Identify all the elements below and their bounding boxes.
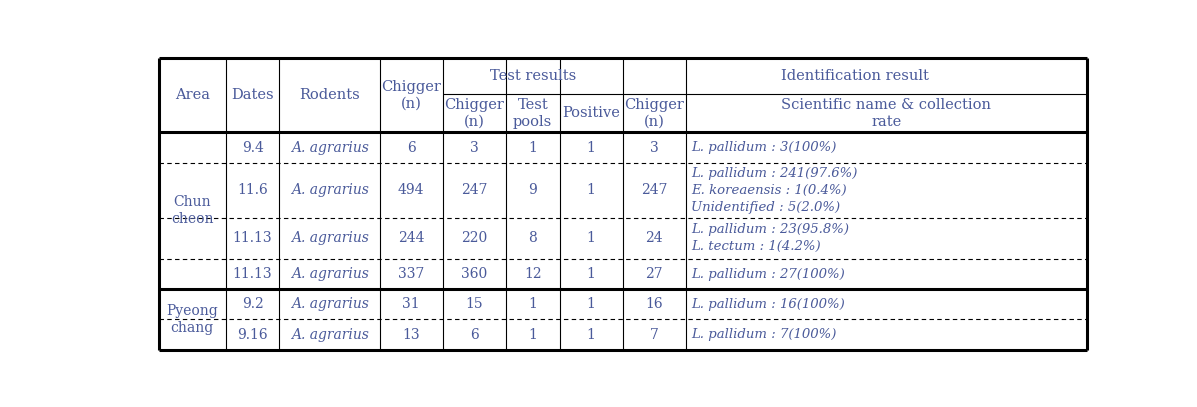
- Text: L. pallidum : 7(100%): L. pallidum : 7(100%): [692, 328, 837, 341]
- Text: Chun
cheon: Chun cheon: [171, 195, 213, 226]
- Text: 15: 15: [466, 298, 484, 311]
- Text: 11.13: 11.13: [232, 231, 273, 245]
- Text: A. agrarius: A. agrarius: [291, 298, 369, 311]
- Text: 337: 337: [399, 267, 425, 281]
- Text: 1: 1: [587, 183, 596, 197]
- Text: 360: 360: [461, 267, 487, 281]
- Text: 247: 247: [642, 183, 668, 197]
- Text: 3: 3: [470, 140, 479, 155]
- Text: 9: 9: [528, 183, 537, 197]
- Text: L. pallidum : 23(95.8%)
L. tectum : 1(4.2%): L. pallidum : 23(95.8%) L. tectum : 1(4.…: [692, 223, 850, 253]
- Text: L. pallidum : 27(100%): L. pallidum : 27(100%): [692, 267, 845, 280]
- Text: Scientific name & collection
rate: Scientific name & collection rate: [782, 98, 991, 129]
- Text: 244: 244: [397, 231, 425, 245]
- Text: Test
pools: Test pools: [514, 98, 552, 129]
- Text: 494: 494: [397, 183, 425, 197]
- Text: 7: 7: [650, 328, 658, 341]
- Text: 16: 16: [645, 298, 663, 311]
- Text: A. agrarius: A. agrarius: [291, 231, 369, 245]
- Text: 12: 12: [524, 267, 541, 281]
- Text: Chigger
(n): Chigger (n): [444, 98, 504, 129]
- Text: 247: 247: [461, 183, 487, 197]
- Text: Area: Area: [175, 88, 209, 103]
- Text: L. pallidum : 16(100%): L. pallidum : 16(100%): [692, 298, 845, 311]
- Text: 1: 1: [587, 140, 596, 155]
- Text: 27: 27: [645, 267, 663, 281]
- Text: 9.2: 9.2: [242, 298, 263, 311]
- Text: 9.16: 9.16: [237, 328, 268, 341]
- Text: A. agrarius: A. agrarius: [291, 183, 369, 197]
- Text: Chigger
(n): Chigger (n): [382, 80, 442, 111]
- Text: 11.13: 11.13: [232, 267, 273, 281]
- Text: 13: 13: [402, 328, 420, 341]
- Text: Chigger
(n): Chigger (n): [625, 98, 685, 129]
- Text: Dates: Dates: [231, 88, 274, 103]
- Text: 31: 31: [402, 298, 420, 311]
- Text: A. agrarius: A. agrarius: [291, 328, 369, 341]
- Text: 1: 1: [528, 140, 537, 155]
- Text: Positive: Positive: [563, 106, 620, 120]
- Text: 6: 6: [407, 140, 415, 155]
- Text: L. pallidum : 3(100%): L. pallidum : 3(100%): [692, 141, 837, 154]
- Text: Identification result: Identification result: [780, 69, 929, 83]
- Text: 8: 8: [528, 231, 537, 245]
- Text: 1: 1: [587, 328, 596, 341]
- Text: 1: 1: [528, 298, 537, 311]
- Text: 3: 3: [650, 140, 658, 155]
- Text: 220: 220: [461, 231, 487, 245]
- Text: 9.4: 9.4: [242, 140, 263, 155]
- Text: A. agrarius: A. agrarius: [291, 140, 369, 155]
- Text: 1: 1: [528, 328, 537, 341]
- Text: 24: 24: [645, 231, 663, 245]
- Text: A. agrarius: A. agrarius: [291, 267, 369, 281]
- Text: L. pallidum : 241(97.6%)
E. koreaensis : 1(0.4%)
Unidentified : 5(2.0%): L. pallidum : 241(97.6%) E. koreaensis :…: [692, 167, 858, 214]
- Text: Pyeong
chang: Pyeong chang: [166, 304, 218, 335]
- Text: 6: 6: [470, 328, 479, 341]
- Text: 1: 1: [587, 231, 596, 245]
- Text: 1: 1: [587, 298, 596, 311]
- Text: Test results: Test results: [490, 69, 576, 83]
- Text: 11.6: 11.6: [237, 183, 268, 197]
- Text: Rodents: Rodents: [299, 88, 360, 103]
- Text: 1: 1: [587, 267, 596, 281]
